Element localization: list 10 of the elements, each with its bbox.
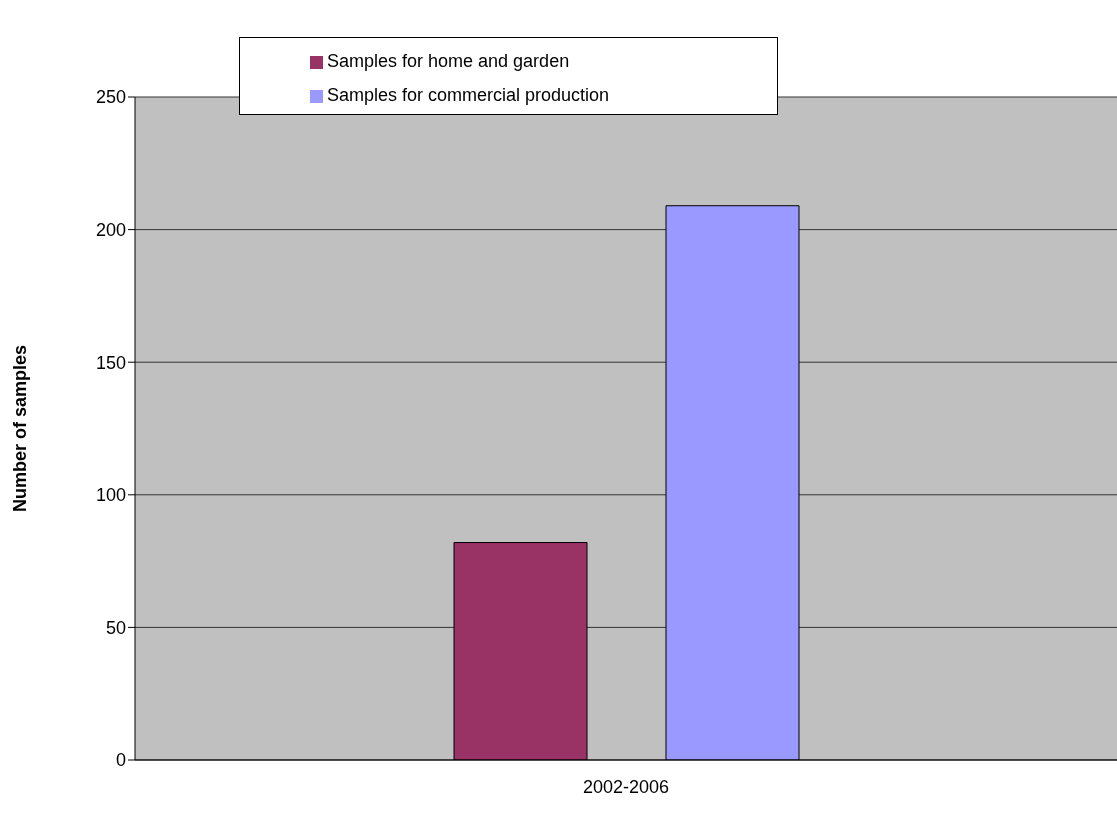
y-tick-label: 0 bbox=[115, 750, 126, 771]
y-tick-label: 100 bbox=[95, 485, 126, 506]
legend-label: Samples for home and garden bbox=[327, 51, 570, 71]
x-tick-label: 2002-2006 bbox=[582, 776, 670, 797]
legend-label: Samples for commercial production bbox=[327, 85, 610, 105]
y-axis-title: Number of samples bbox=[10, 344, 31, 513]
y-tick-label: 250 bbox=[95, 87, 126, 108]
y-tick-label: 150 bbox=[95, 352, 126, 373]
y-tick-label: 200 bbox=[95, 219, 126, 240]
y-tick-label: 50 bbox=[105, 617, 126, 638]
